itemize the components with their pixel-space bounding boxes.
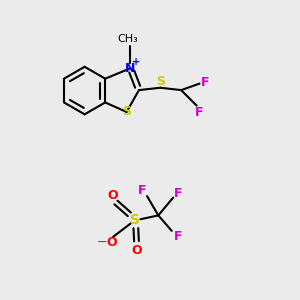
Text: −: − xyxy=(96,236,107,249)
Text: CH₃: CH₃ xyxy=(118,34,139,44)
Text: S: S xyxy=(156,75,165,88)
Text: O: O xyxy=(131,244,142,257)
Text: F: F xyxy=(174,188,183,200)
Text: F: F xyxy=(174,230,182,243)
Text: F: F xyxy=(195,106,203,118)
Text: F: F xyxy=(138,184,147,197)
Text: O: O xyxy=(106,236,117,249)
Text: F: F xyxy=(201,76,209,89)
Text: N: N xyxy=(125,62,136,75)
Text: S: S xyxy=(130,213,140,227)
Text: +: + xyxy=(132,57,140,67)
Text: S: S xyxy=(122,106,131,118)
Text: O: O xyxy=(107,189,118,202)
